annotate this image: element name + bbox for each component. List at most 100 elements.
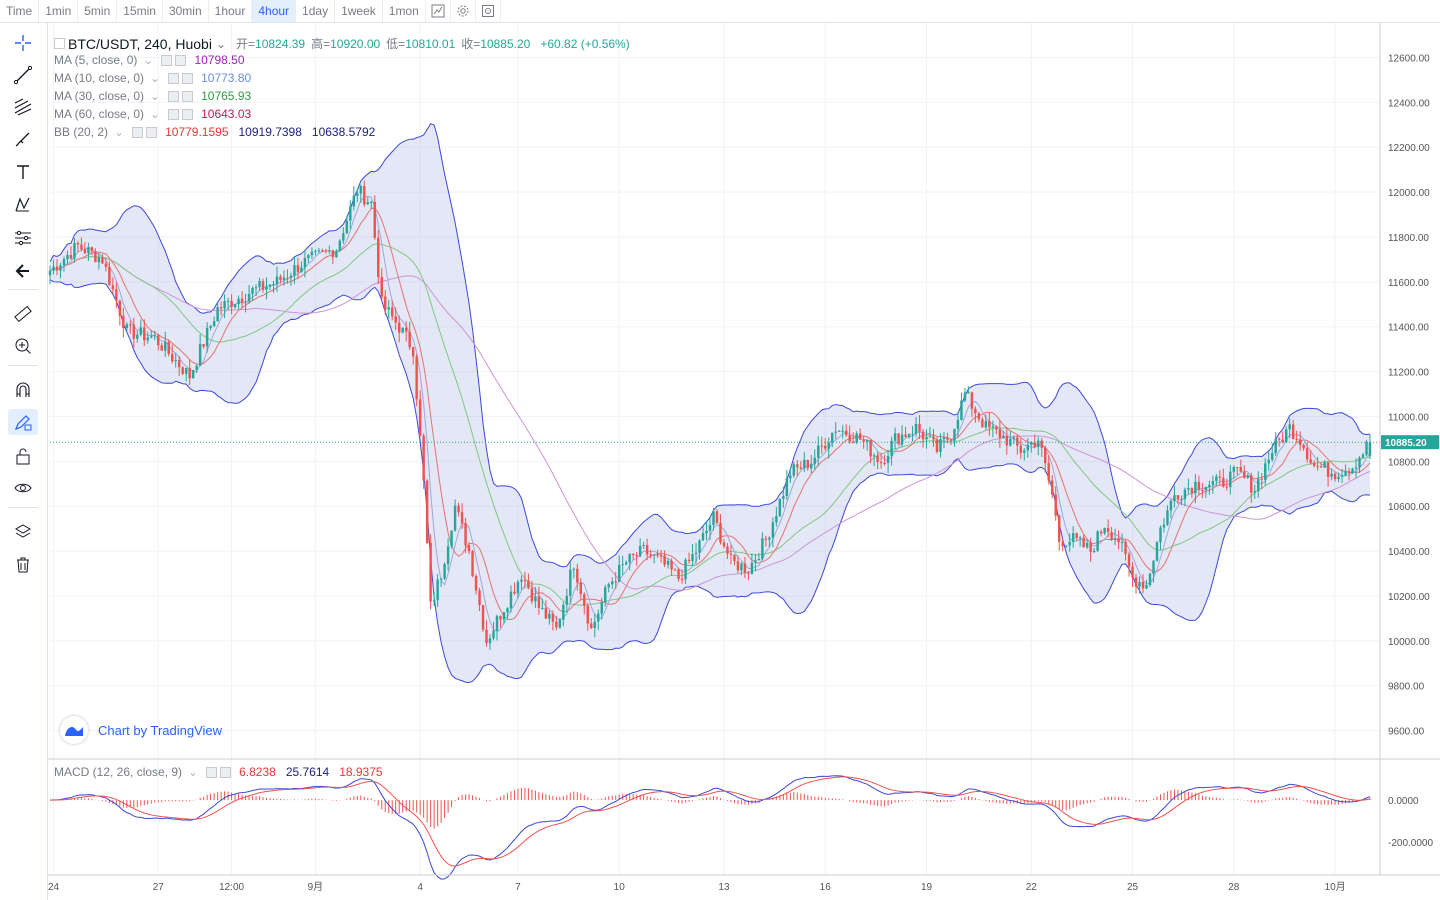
- candle-body: [747, 572, 750, 574]
- candle: [1054, 486, 1057, 521]
- candle-body: [677, 569, 680, 579]
- candle: [492, 621, 495, 641]
- candle: [310, 247, 314, 259]
- price-tick-label: 11200.00: [1388, 368, 1429, 379]
- candle-body: [1082, 537, 1085, 548]
- close-icon[interactable]: [182, 90, 194, 102]
- chevron-down-icon[interactable]: ⌄: [150, 71, 161, 85]
- candle: [73, 238, 76, 263]
- candle: [391, 300, 394, 321]
- settings-icon[interactable]: [132, 126, 144, 138]
- magnet-tool[interactable]: [8, 377, 38, 403]
- lock-tool[interactable]: [8, 443, 38, 469]
- trendline-tool[interactable]: [8, 62, 38, 88]
- chevron-down-icon[interactable]: ⌄: [150, 89, 161, 103]
- tf-1min[interactable]: 1min: [39, 0, 79, 22]
- candle: [160, 342, 163, 351]
- collapse-icon[interactable]: [54, 38, 65, 49]
- chevron-down-icon[interactable]: ⌄: [114, 125, 125, 139]
- indicators-button[interactable]: [426, 0, 451, 22]
- tf-1mon[interactable]: 1mon: [383, 0, 426, 22]
- candle: [785, 470, 789, 500]
- chevron-down-icon[interactable]: ⌄: [215, 36, 227, 51]
- tf-4hour[interactable]: 4hour: [252, 0, 297, 22]
- brush-icon: [15, 132, 30, 147]
- settings-icon[interactable]: [168, 72, 180, 84]
- close-icon[interactable]: [146, 126, 158, 138]
- candle-body: [160, 345, 163, 351]
- candle: [754, 553, 757, 572]
- candle-body: [401, 327, 404, 333]
- candle-body: [1064, 545, 1068, 547]
- candle: [125, 321, 129, 332]
- candle: [1061, 539, 1064, 552]
- candle: [960, 392, 963, 421]
- close-icon[interactable]: [182, 72, 194, 84]
- candle-body: [237, 298, 240, 305]
- text-tool[interactable]: [8, 159, 38, 185]
- candle-body: [1106, 528, 1110, 533]
- chevron-down-icon[interactable]: ⌄: [143, 53, 154, 67]
- crosshair-tool[interactable]: [8, 30, 38, 56]
- time-tick-label: 22: [1026, 882, 1038, 893]
- back-tool[interactable]: [8, 258, 38, 284]
- close-icon[interactable]: [175, 54, 187, 66]
- candle: [548, 610, 551, 625]
- candle: [1284, 426, 1288, 443]
- candle-body: [1169, 500, 1173, 511]
- candle-body: [705, 530, 708, 534]
- candle-body: [1344, 471, 1347, 476]
- chevron-down-icon[interactable]: ⌄: [150, 107, 161, 121]
- candle-body: [422, 435, 425, 481]
- candle-body: [1204, 486, 1208, 491]
- settings-icon[interactable]: [168, 108, 180, 120]
- candle-body: [583, 594, 586, 606]
- candle: [583, 592, 586, 615]
- candle-body: [876, 455, 879, 462]
- tradingview-watermark[interactable]: Chart by TradingView: [60, 716, 222, 744]
- settings-icon[interactable]: [206, 766, 218, 778]
- candle: [1257, 471, 1260, 498]
- settings-icon[interactable]: [168, 90, 180, 102]
- candle-body: [694, 552, 698, 555]
- candle-body: [534, 596, 537, 602]
- candle-body: [970, 392, 974, 409]
- tf-1hour[interactable]: 1hour: [209, 0, 253, 22]
- settings-icon[interactable]: [161, 54, 173, 66]
- candle: [656, 549, 659, 558]
- candle: [1064, 545, 1068, 549]
- tf-1week[interactable]: 1week: [335, 0, 383, 22]
- close-icon[interactable]: [220, 766, 232, 778]
- price-tick-label: 10600.00: [1388, 502, 1430, 513]
- delete-tool[interactable]: [8, 552, 38, 578]
- close-icon[interactable]: [182, 108, 194, 120]
- indicator-value: 10919.7398: [238, 125, 302, 139]
- fib-tool[interactable]: [8, 94, 38, 120]
- object-tree-tool[interactable]: [8, 519, 38, 545]
- candle-body: [1236, 467, 1239, 469]
- brush-tool[interactable]: [8, 126, 38, 152]
- candle: [586, 602, 589, 631]
- pattern-tool[interactable]: [8, 192, 38, 218]
- indicator-value: 10798.50: [194, 53, 245, 67]
- tf-1day[interactable]: 1day: [296, 0, 336, 22]
- zoom-tool[interactable]: [8, 333, 38, 359]
- candle: [1120, 533, 1124, 553]
- chevron-down-icon[interactable]: ⌄: [188, 765, 199, 779]
- price-chart[interactable]: 12600.00 12400.00 12200.00 12000.00 11800.00…: [48, 23, 1440, 900]
- candle-body: [1215, 476, 1218, 482]
- visibility-tool[interactable]: [8, 475, 38, 501]
- tf-5min[interactable]: 5min: [78, 0, 118, 22]
- candle-body: [904, 434, 907, 437]
- ruler-tool[interactable]: [8, 301, 38, 327]
- prediction-tool[interactable]: [8, 225, 38, 251]
- candle-body: [171, 354, 174, 362]
- settings-button[interactable]: [451, 0, 476, 22]
- stay-drawing-tool[interactable]: [8, 409, 38, 435]
- candle: [918, 415, 921, 440]
- tf-15min[interactable]: 15min: [117, 0, 163, 22]
- candle-body: [184, 367, 188, 374]
- tf-30min[interactable]: 30min: [163, 0, 209, 22]
- screenshot-button[interactable]: [476, 0, 501, 22]
- candle: [715, 509, 719, 524]
